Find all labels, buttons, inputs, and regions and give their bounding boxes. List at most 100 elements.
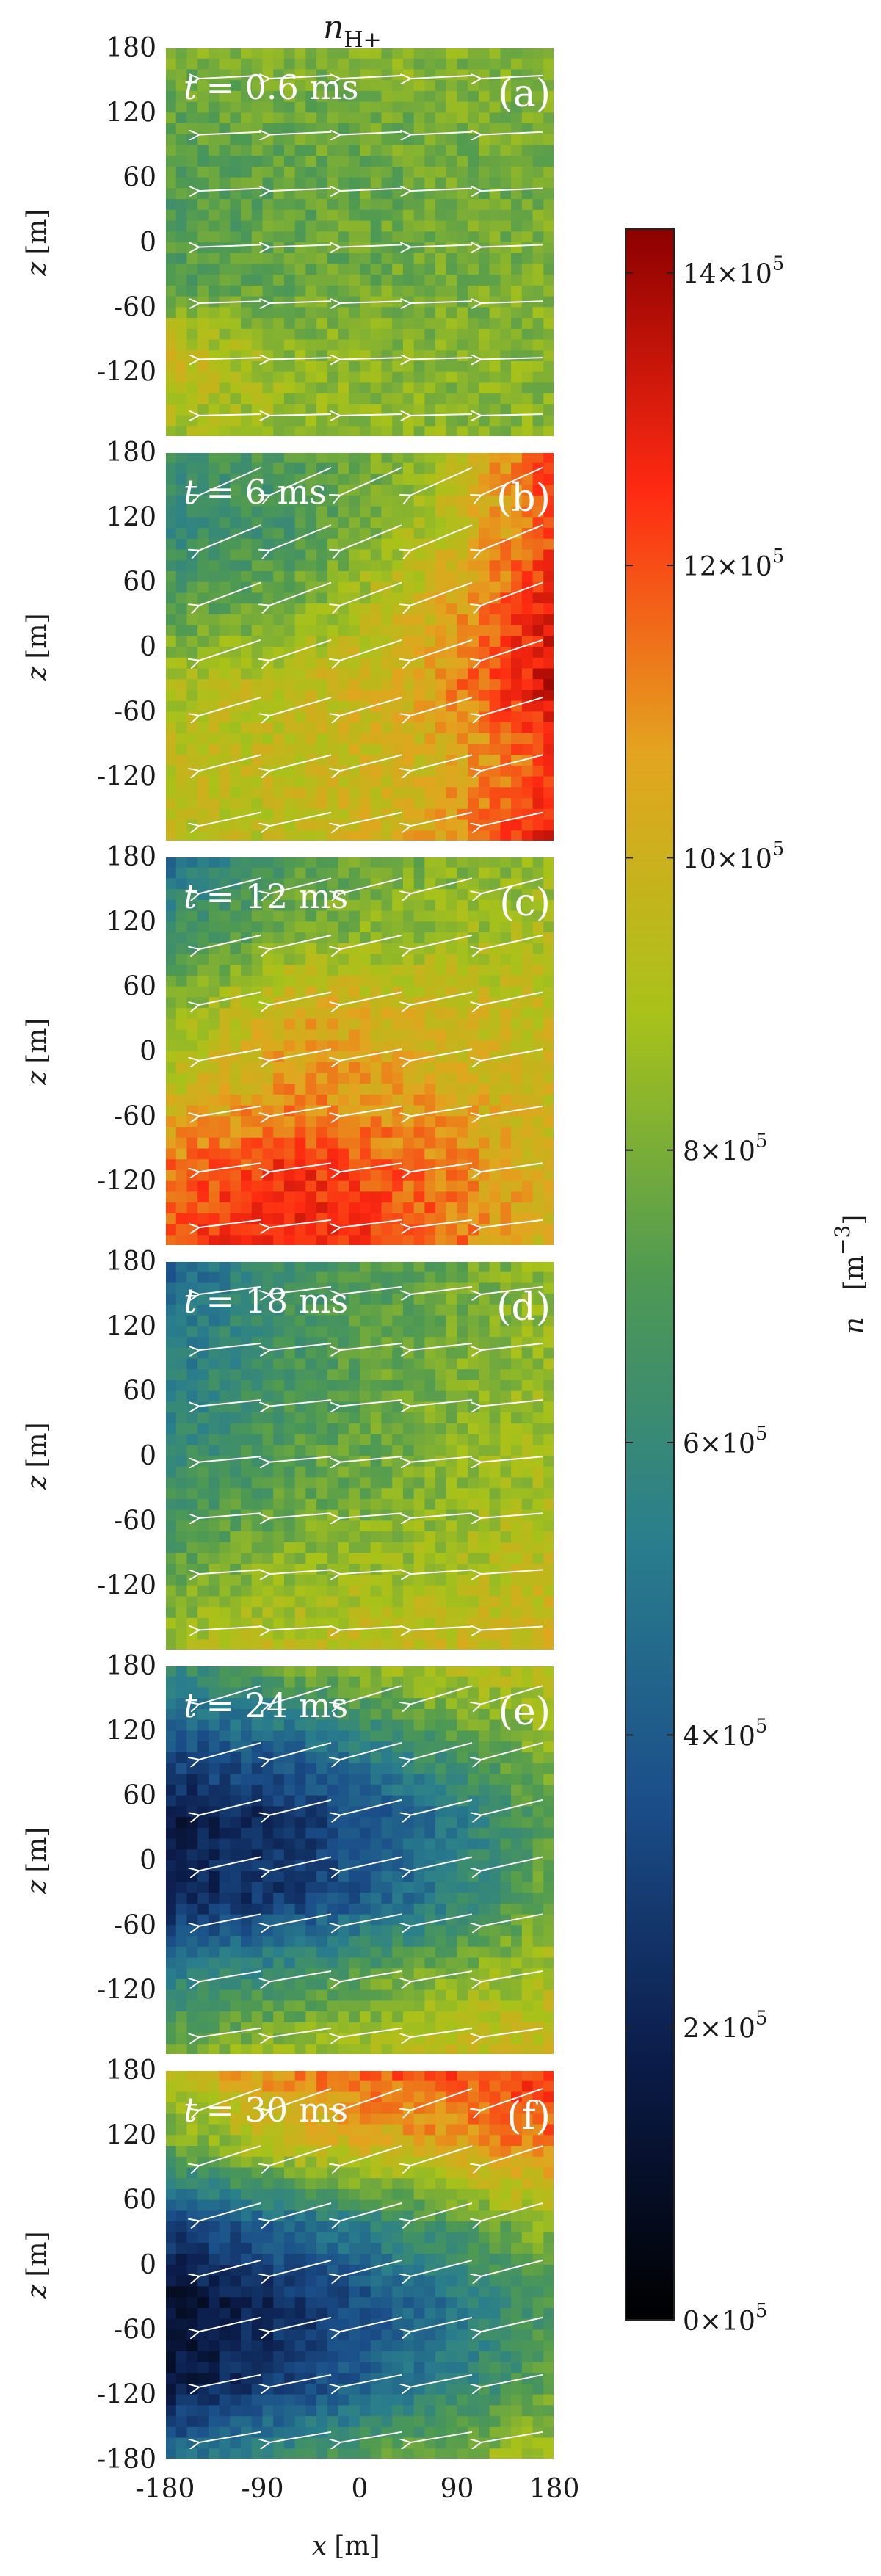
heatmap-cell [446,614,458,626]
heatmap-cell [349,1477,360,1489]
heatmap-cell [338,1498,349,1511]
heatmap-cell [468,1062,479,1074]
heatmap-cell [273,965,285,976]
heatmap-cell [392,1412,404,1424]
heatmap-cell [338,808,349,821]
heatmap-cell [175,134,188,146]
heatmap-cell [392,339,404,351]
heatmap-cell [251,560,264,572]
heatmap-cell [273,986,285,998]
heatmap-cell [338,1127,349,1139]
heatmap-cell [446,636,458,647]
heatmap-cell [241,134,253,146]
heatmap-cell [370,1018,383,1031]
heatmap-cell [370,145,383,156]
heatmap-cell [230,830,242,842]
heatmap-cell [413,209,425,222]
quiver-arrow [339,581,402,606]
heatmap-cell [251,878,264,890]
heatmap-cell [175,581,188,593]
heatmap-cell [327,1169,339,1182]
heatmap-cell [294,1051,306,1063]
quiver-arrow [410,697,473,716]
heatmap-cell [175,975,188,987]
heatmap-cell [316,679,328,691]
heatmap-cell [316,48,328,59]
heatmap-cell [392,614,404,626]
heatmap-cell [457,1116,468,1128]
heatmap-cell [175,1261,188,1273]
heatmap-cell [349,285,360,297]
heatmap-cell [500,1148,512,1160]
heatmap-cell [511,275,523,286]
heatmap-cell [532,177,544,189]
heatmap-cell [338,209,349,222]
heatmap-cell [413,1434,425,1445]
heatmap-cell [241,1008,253,1020]
heatmap-cell [186,382,198,394]
heatmap-cell [241,360,253,373]
heatmap-cell [251,1051,264,1063]
heatmap-cell [197,80,209,92]
heatmap-cell [489,1148,501,1160]
heatmap-cell [446,101,458,113]
heatmap-cell [305,1477,317,1489]
heatmap-cell [435,199,447,211]
heatmap-cell [219,1137,231,1150]
heatmap-cell [489,253,501,265]
heatmap-cell [413,857,425,868]
quiver-arrow [339,244,402,247]
heatmap-cell [489,426,501,438]
heatmap-cell [175,1202,188,1214]
heatmap-cell [327,538,339,551]
heatmap-cell [294,264,306,275]
heatmap-cell [186,1137,198,1150]
heatmap-cell [478,101,490,113]
heatmap-cell [283,830,296,842]
heatmap-cell [457,830,468,842]
heatmap-cell [424,220,436,232]
heatmap-cell [435,177,447,189]
heatmap-cell [478,1213,490,1225]
heatmap-cell [511,415,523,427]
heatmap-cell [511,570,523,583]
heatmap-cell [521,242,534,254]
y-tick-label: 60 [123,163,156,193]
heatmap-cell [349,867,360,879]
heatmap-cell [381,231,393,243]
heatmap-cell [327,1509,339,1521]
heatmap-cell [360,636,371,647]
heatmap-cell [241,1029,253,1041]
heatmap-cell [424,462,436,475]
heatmap-cell [521,264,534,275]
heatmap-cell [327,1213,339,1225]
heatmap-cell [349,307,360,319]
heatmap-cell [424,69,436,81]
heatmap-cell [316,776,328,788]
heatmap-cell [392,1127,404,1139]
heatmap-cell [402,808,415,821]
heatmap-cell [294,538,306,551]
heatmap-cell [370,965,383,976]
heatmap-cell [457,474,468,485]
heatmap-cell [392,867,404,879]
heatmap-cell [381,1073,393,1084]
heatmap-cell [165,188,177,200]
heatmap-cell [468,1488,479,1500]
heatmap-cell [208,986,220,998]
heatmap-cell [435,1137,447,1150]
heatmap-cell [424,426,436,438]
heatmap-cell [402,1235,415,1247]
heatmap-cell [186,614,198,626]
heatmap-cell [402,1401,415,1413]
heatmap-cell [468,965,479,976]
heatmap-cell [175,112,188,124]
heatmap-cell [468,1271,479,1284]
heatmap-cell [273,1159,285,1171]
heatmap-cell [424,1390,436,1402]
heatmap-cell [413,1412,425,1424]
heatmap-cell [478,426,490,438]
heatmap-cell [175,689,188,702]
heatmap-cell [186,1094,198,1106]
heatmap-cell [197,156,209,167]
